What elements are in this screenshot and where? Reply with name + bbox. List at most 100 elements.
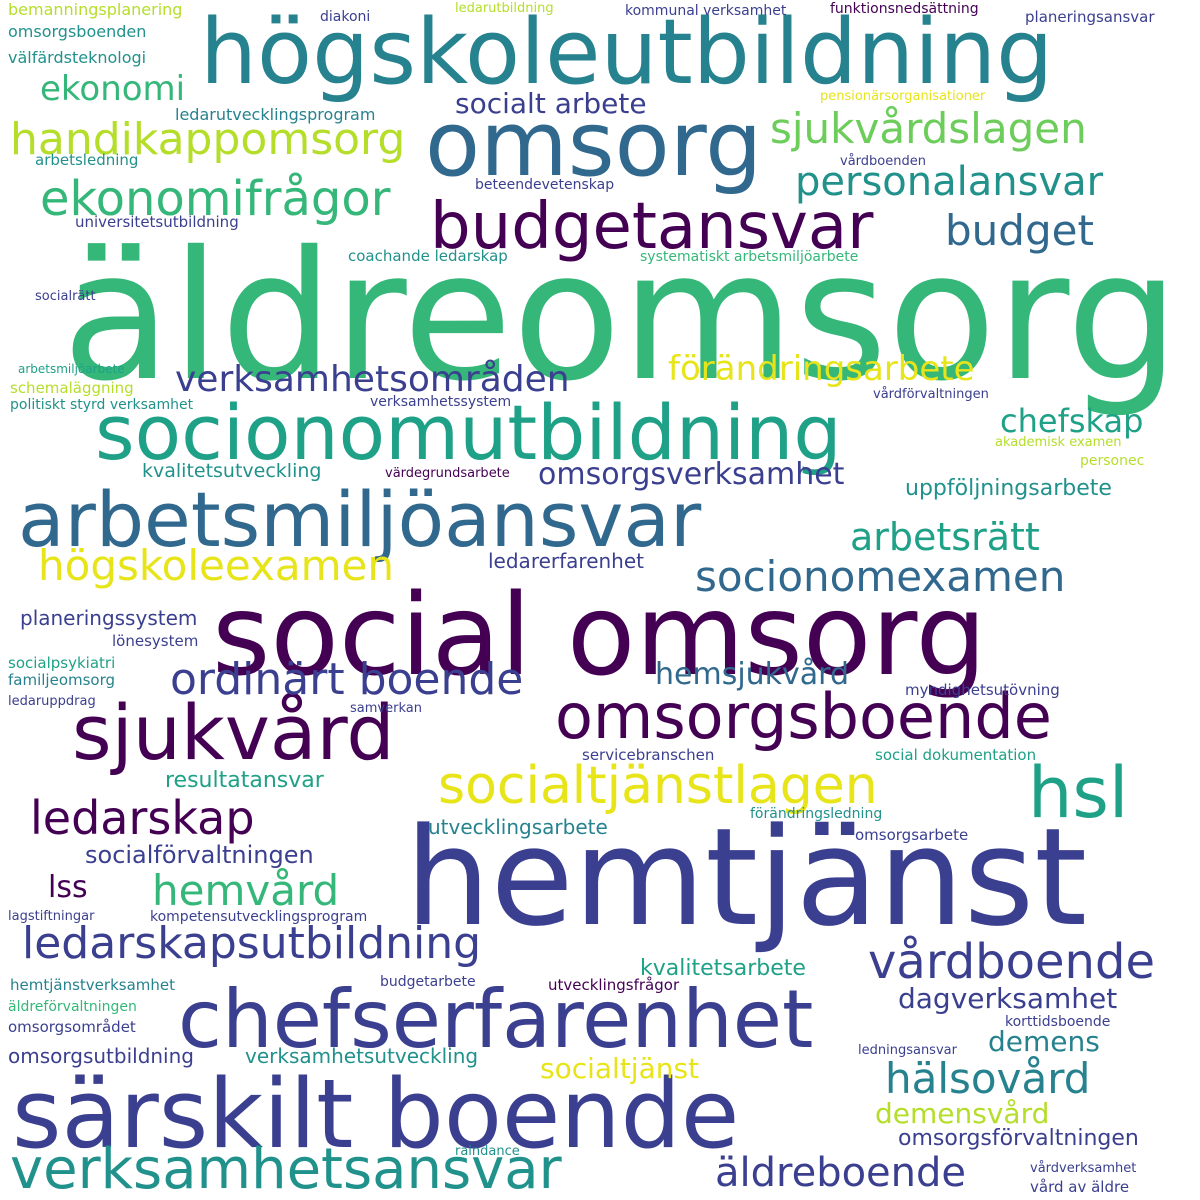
word-socialtjanst: socialtjänst	[540, 1052, 700, 1085]
word-socialtjanstlagen: socialtjänstlagen	[438, 756, 878, 816]
word-bemanningsplanering: bemanningsplanering	[8, 0, 183, 19]
word-vardboende: vårdboende	[868, 934, 1155, 990]
word-omsorgsutbildning: omsorgsutbildning	[8, 1044, 194, 1068]
word-ledarutvecklingsprogram: ledarutvecklingsprogram	[175, 105, 376, 124]
word-utvecklingsfragor: utvecklingsfrågor	[548, 976, 680, 994]
word-myndighetsutovning: myndighetsutövning	[905, 681, 1060, 699]
word-verksamhetsansvar: verksamhetsansvar	[10, 1137, 562, 1200]
word-ordinart-boende: ordinärt boende	[170, 654, 524, 705]
word-vardboenden: vårdboenden	[840, 154, 926, 169]
word-budgetansvar: budgetansvar	[430, 190, 874, 264]
word-kompetensutvecklingsprogram: kompetensutvecklingsprogram	[150, 909, 368, 925]
word-systematiskt-arbetsmiljoarbete: systematiskt arbetsmiljöarbete	[640, 249, 859, 265]
word-hemtjanst: hemtjänst	[405, 799, 1088, 956]
word-chefskap: chefskap	[1000, 402, 1144, 440]
word-personec: personec	[1080, 453, 1145, 469]
word-beteendevetenskap: beteendevetenskap	[475, 177, 615, 193]
word-omsorgsverksamhet: omsorgsverksamhet	[538, 457, 845, 492]
word-socialt-arbete: socialt arbete	[455, 87, 647, 120]
word-politiskt-styrd-verksamhet: politiskt styrd verksamhet	[10, 397, 194, 413]
word-verksamhetssystem: verksamhetssystem	[370, 394, 512, 410]
word-universitetsutbildning: universitetsutbildning	[75, 213, 239, 231]
word-hogskoleexamen: högskoleexamen	[38, 541, 394, 590]
word-hemsjukvard: hemsjukvård	[655, 657, 850, 692]
word-forandringsledning: förändringsledning	[750, 806, 883, 822]
word-arbetsmiljoarbete: arbetsmiljöarbete	[18, 362, 125, 376]
word-budget: budget	[945, 206, 1094, 255]
word-planeringssystem: planeringssystem	[20, 606, 198, 630]
word-sarskilt-boende: särskilt boende	[12, 1060, 740, 1170]
word-ekonomi: ekonomi	[40, 69, 186, 109]
word-hemtjanstverksamhet: hemtjänstverksamhet	[10, 976, 175, 994]
word-socionomexamen: socionomexamen	[695, 552, 1066, 601]
word-ledaruppdrag: ledaruppdrag	[8, 694, 96, 709]
word-coachande-ledarskap: coachande ledarskap	[348, 247, 508, 265]
word-omsorgsarbete: omsorgsarbete	[855, 826, 969, 844]
word-korttidsboende: korttidsboende	[1005, 1014, 1111, 1030]
word-arbetsratt: arbetsrätt	[850, 515, 1040, 559]
word-aldreforvaltningen: äldreförvaltningen	[8, 999, 137, 1015]
word-aldreboende: äldreboende	[715, 1150, 967, 1196]
word-hemvard: hemvård	[152, 866, 340, 915]
word-demensvard: demensvård	[875, 1097, 1050, 1130]
word-socionomutbildning: socionomutbildning	[95, 388, 842, 477]
word-vardegrundsarbete: värdegrundsarbete	[385, 466, 510, 481]
word-socialratt: socialrätt	[35, 289, 96, 304]
word-ledarskapsutbildning: ledarskapsutbildning	[22, 918, 482, 969]
word-social-omsorg: social omsorg	[212, 571, 987, 701]
word-resultatansvar: resultatansvar	[165, 768, 324, 793]
word-kvalitetsarbete: kvalitetsarbete	[640, 956, 806, 981]
word-ekonomifragor: ekonomifrågor	[40, 171, 391, 227]
word-omsorgsomradet: omsorgsområdet	[8, 1018, 136, 1036]
word-funktionsnedsattning: funktionsnedsättning	[830, 1, 979, 17]
word-raindance: raindance	[455, 1144, 520, 1159]
word-hsl: hsl	[1028, 752, 1129, 834]
word-kommunal-verksamhet: kommunal verksamhet	[625, 3, 787, 19]
word-socialforvaltningen: socialförvaltningen	[85, 841, 314, 869]
word-kvalitetsutveckling: kvalitetsutveckling	[142, 460, 322, 482]
word-servicebranschen: servicebranschen	[582, 746, 715, 764]
word-personalansvar: personalansvar	[795, 159, 1104, 205]
word-lagstiftningar: lagstiftningar	[8, 909, 95, 924]
word-dagverksamhet: dagverksamhet	[898, 982, 1118, 1015]
word-omsorgsboende: omsorgsboende	[555, 680, 1052, 753]
word-arbetsmiljoansvar: arbetsmiljöansvar	[18, 475, 702, 564]
word-hogskoleutbildning: högskoleutbildning	[200, 0, 1054, 105]
word-utvecklingsarbete: utvecklingsarbete	[428, 815, 608, 839]
word-demens: demens	[988, 1025, 1100, 1058]
word-akademisk-examen: akademisk examen	[995, 435, 1122, 450]
word-ledarutbildning: ledarutbildning	[455, 1, 554, 16]
word-halsovard: hälsovård	[885, 1054, 1091, 1103]
word-schemalaggning: schemaläggning	[10, 379, 134, 397]
word-chefserfarenhet: chefserfarenhet	[178, 973, 814, 1066]
word-pensionarsorganisationer: pensionärsorganisationer	[820, 89, 986, 104]
word-ledarerfarenhet: ledarerfarenhet	[488, 549, 645, 573]
word-aldreomsorg: äldreomsorg	[62, 213, 1180, 420]
word-omsorgsforvaltningen: omsorgsförvaltningen	[898, 1126, 1139, 1151]
word-lonesystem: lönesystem	[112, 632, 199, 650]
word-social-dokumentation: social dokumentation	[875, 746, 1037, 764]
word-vardforvaltningen: vårdförvaltningen	[873, 387, 989, 402]
word-familjeomsorg: familjeomsorg	[8, 671, 116, 689]
word-omsorg: omsorg	[425, 92, 763, 197]
word-planeringsansvar: planeringsansvar	[1025, 8, 1155, 26]
word-ledarskap: ledarskap	[30, 791, 255, 845]
word-sjukvardslagen: sjukvårdslagen	[770, 104, 1087, 153]
word-vardverksamhet: vårdverksamhet	[1030, 1161, 1137, 1176]
word-verksamhetsutveckling: verksamhetsutveckling	[245, 1044, 479, 1068]
word-forandringsarbete: förändringsarbete	[668, 349, 975, 389]
word-valfardsteknologi: välfärdsteknologi	[8, 48, 147, 67]
word-diakoni: diakoni	[320, 9, 371, 25]
word-budgetarbete: budgetarbete	[380, 974, 476, 990]
word-verksamhetsomraden: verksamhetsområden	[175, 359, 570, 400]
word-samverkan: samverkan	[350, 701, 422, 716]
word-socialpsykiatri: socialpsykiatri	[8, 654, 116, 672]
word-lss: lss	[48, 870, 88, 905]
word-ledningsansvar: ledningsansvar	[858, 1043, 957, 1058]
word-arbetsledning: arbetsledning	[35, 151, 139, 169]
word-sjukvard: sjukvård	[72, 688, 395, 777]
word-omsorgsboenden: omsorgsboenden	[8, 22, 147, 41]
word-handikappomsorg: handikappomsorg	[10, 114, 406, 165]
word-uppfoljningsarbete: uppföljningsarbete	[905, 476, 1112, 501]
